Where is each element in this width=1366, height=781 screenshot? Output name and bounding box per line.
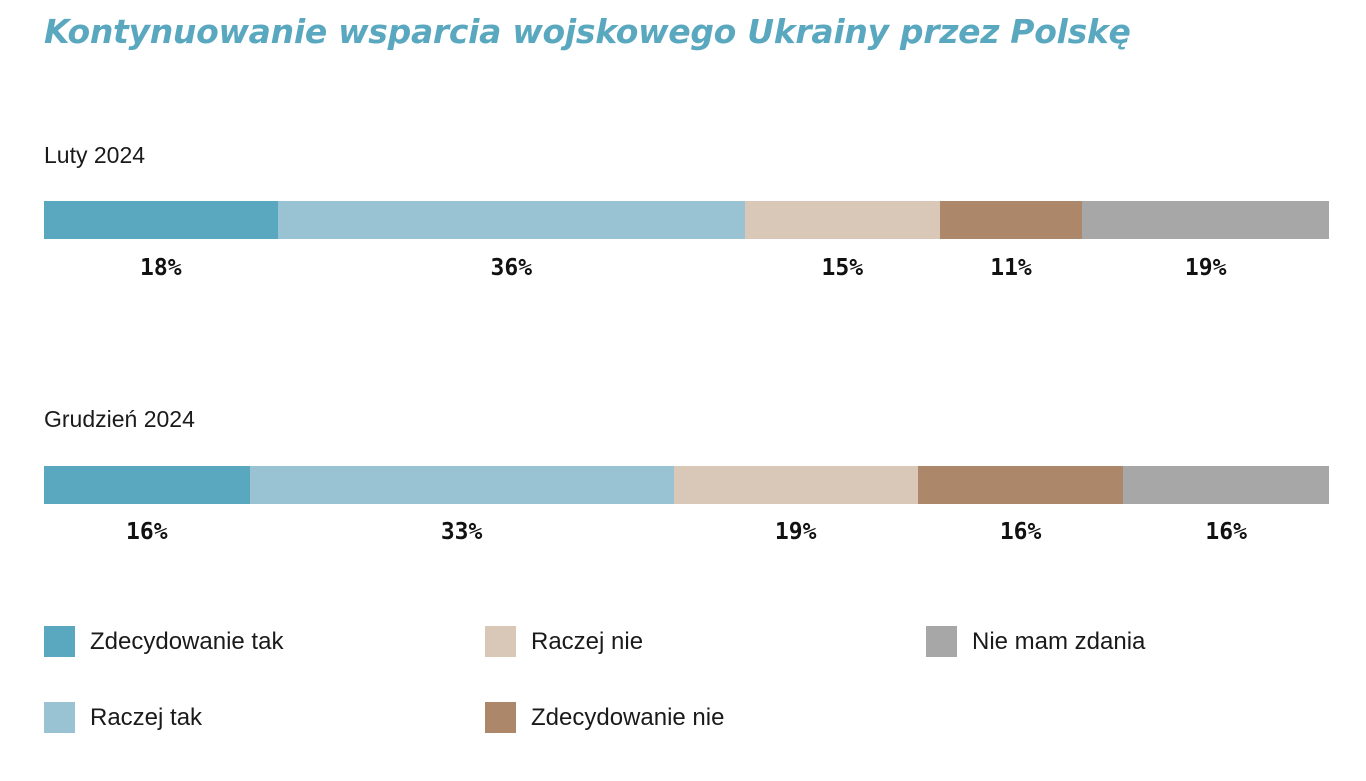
value-labels-luty-2024: 18% 36% 15% 11% 19% [44,255,1329,285]
legend-label: Raczej tak [90,704,203,731]
group-label-luty-2024: Luty 2024 [44,142,146,168]
value-label-1-1: 18% [140,255,182,281]
legend-swatch [485,626,516,657]
legend-swatch [44,626,75,657]
value-label-1-5: 19% [1184,255,1227,281]
value-label-2-2: 33% [440,519,483,545]
legend-label: Nie mam zdania [972,628,1146,655]
bar-segment-2-3 [673,466,919,504]
bar-segment-2-4 [917,466,1124,504]
value-label-2-5: 16% [1205,519,1247,545]
value-labels-grudzien-2024: 16% 33% 19% 16% 16% [44,519,1329,549]
bar-segment-2-5 [1123,466,1330,504]
stacked-bar-luty-2024 [44,201,1330,239]
legend-label: Zdecydowanie tak [90,628,284,655]
bar-segment-1-4 [939,201,1083,239]
value-label-1-4: 11% [990,255,1032,281]
value-label-2-4: 16% [999,519,1042,545]
value-label-2-1: 16% [126,519,168,545]
value-label-1-2: 36% [490,255,533,281]
bar-segment-2-1 [44,466,251,504]
legend-swatch [485,702,516,733]
bar-segment-1-2 [277,201,746,239]
legend-label: Raczej nie [531,628,644,655]
legend-swatch [44,702,75,733]
chart-title: Kontynuowanie wsparcia wojskowego Ukrain… [44,12,1131,51]
value-label-1-3: 15% [821,255,864,281]
legend-swatch [926,626,957,657]
bar-segment-1-3 [744,201,941,239]
value-label-2-3: 19% [774,519,817,545]
bar-segment-1-1 [44,201,279,239]
stacked-bar-grudzien-2024 [44,466,1330,504]
bar-segment-2-2 [249,466,675,504]
bar-segment-1-5 [1082,201,1330,239]
legend-label: Zdecydowanie nie [531,704,725,731]
group-label-grudzien-2024: Grudzień 2024 [44,406,195,432]
